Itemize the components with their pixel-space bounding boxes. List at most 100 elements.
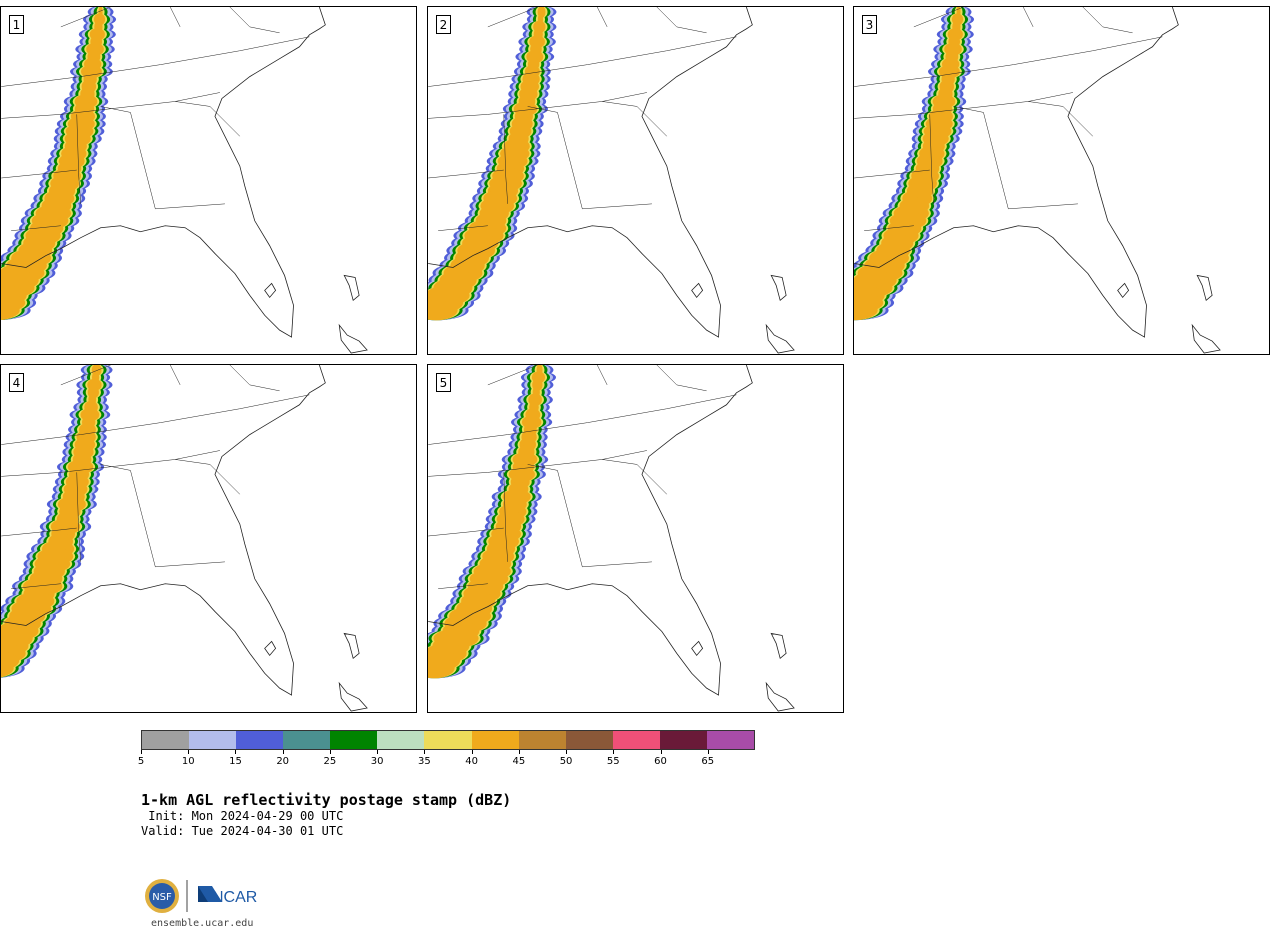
map-boundary [175, 459, 240, 495]
colorbar-tick-label: 15 [229, 756, 242, 767]
map-boundary [11, 225, 61, 231]
map-boundary [487, 7, 538, 28]
reflectivity-cell [428, 658, 455, 679]
map-boundary [76, 114, 81, 204]
map-boundary [169, 365, 181, 385]
map-panel-5 [428, 365, 795, 712]
map-boundary [1028, 101, 1093, 137]
colorbar-tick-mark [518, 750, 520, 754]
colorbar-tick-label: 50 [559, 756, 573, 767]
reflectivity-cell [1, 300, 20, 320]
map-boundary [1, 92, 220, 119]
map-boundary [929, 114, 934, 204]
colorbar-tick-mark [282, 750, 284, 754]
map-boundary [765, 681, 795, 712]
colorbar-tick-mark [235, 750, 237, 754]
colorbar-bin [330, 731, 378, 749]
map-boundary [100, 106, 225, 210]
colorbar-bin [518, 731, 566, 749]
colorbar-tick-label: 30 [370, 756, 384, 767]
map-boundary [656, 365, 707, 392]
map-boundary [503, 114, 508, 204]
map-boundary [656, 7, 707, 34]
colorbar-bin [283, 731, 331, 749]
reflectivity-cell [1, 659, 14, 678]
map-boundary [1, 7, 326, 338]
colorbar-tick-mark [471, 750, 473, 754]
panel-number-label: 1 [9, 15, 24, 34]
colorbar-tick-label: 10 [181, 756, 195, 767]
map-boundary [691, 282, 704, 298]
colorbar-bin [377, 731, 425, 749]
map-boundary [76, 472, 81, 562]
map-boundary [343, 274, 360, 302]
map-boundary [428, 394, 737, 445]
map-panel-2 [428, 7, 795, 354]
colorbar-tick-mark [329, 750, 331, 754]
map-boundary [1117, 282, 1130, 298]
colorbar-bin [565, 731, 613, 749]
map-boundary [438, 583, 488, 589]
colorbar-tick-label: 20 [276, 756, 290, 767]
panel-number-label: 3 [862, 15, 877, 34]
colorbar-tick-mark [707, 750, 709, 754]
map-panel-3 [854, 7, 1221, 354]
colorbar-bin [612, 731, 660, 749]
map-panel-4 [1, 365, 368, 712]
colorbar-tick-mark [424, 750, 426, 754]
map-boundary [428, 92, 647, 119]
postage-stamp-panel-5: 5 [427, 364, 844, 713]
colorbar-tick-label: 65 [701, 756, 715, 767]
map-boundary [487, 365, 538, 386]
map-boundary [338, 681, 368, 712]
colorbar-tick-label: 45 [512, 756, 526, 767]
map-boundary [765, 323, 795, 354]
map-boundary [428, 527, 504, 537]
map-boundary [229, 365, 280, 392]
reflectivity-colorbar [141, 730, 755, 750]
postage-stamp-panel-2: 2 [427, 6, 844, 355]
colorbar-tick-label: 40 [465, 756, 478, 767]
map-boundary [60, 365, 111, 386]
colorbar-bin [424, 731, 472, 749]
colorbar-tick-mark [188, 750, 190, 754]
panel-number-label: 5 [436, 373, 451, 392]
colorbar-tick-mark [141, 750, 142, 754]
map-boundary [527, 464, 652, 568]
map-boundary [428, 450, 647, 477]
map-boundary [343, 632, 360, 660]
valid-time: Valid: Tue 2024-04-30 01 UTC [141, 824, 344, 838]
map-boundary [854, 36, 1163, 87]
map-boundary [1196, 274, 1213, 302]
colorbar-tick-mark [660, 750, 662, 754]
postage-stamp-panel-3: 3 [853, 6, 1270, 355]
map-panel-1 [1, 7, 368, 354]
colorbar-tick-label: 25 [323, 756, 337, 767]
map-boundary [770, 632, 787, 660]
map-boundary [854, 7, 1179, 338]
plot-title: 1-km AGL reflectivity postage stamp (dBZ… [141, 791, 512, 809]
colorbar-tick-label: 35 [418, 756, 431, 767]
map-boundary [428, 365, 753, 696]
map-boundary [596, 365, 608, 385]
postage-stamp-panel-4: 4 [0, 364, 417, 713]
colorbar-bin [236, 731, 284, 749]
map-boundary [175, 101, 240, 137]
map-boundary [169, 7, 181, 27]
colorbar-tick-label: 55 [606, 756, 620, 767]
colorbar-bin [142, 731, 190, 749]
colorbar-tick-mark [377, 750, 379, 754]
colorbar-bin [471, 731, 519, 749]
colorbar-bin [189, 731, 237, 749]
map-boundary [864, 225, 914, 231]
map-boundary [602, 459, 667, 495]
map-boundary [428, 169, 504, 179]
nsf-logo-text: NSF [152, 892, 172, 903]
map-boundary [1, 394, 310, 445]
map-boundary [1, 169, 77, 179]
map-boundary [100, 464, 225, 568]
map-boundary [1, 36, 310, 87]
ncar-logo-text: NCAR [212, 889, 257, 906]
map-boundary [338, 323, 368, 354]
map-boundary [428, 7, 753, 338]
